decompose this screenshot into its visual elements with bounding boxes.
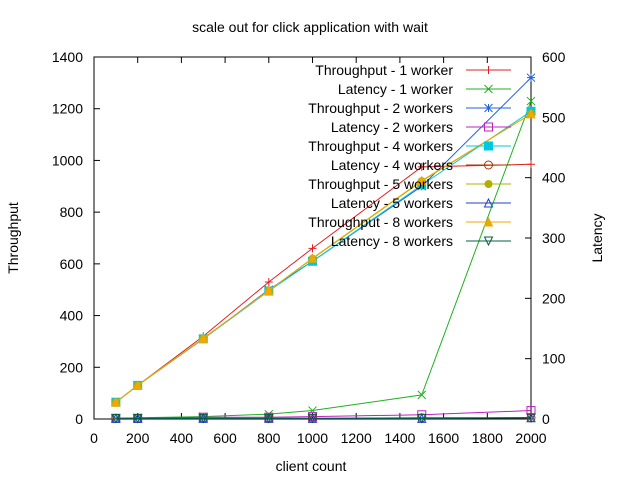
series-layer	[111, 73, 536, 424]
legend-item-throughput-4-workers: Throughput - 4 workers	[308, 138, 511, 154]
legend-label: Throughput - 5 workers	[308, 176, 453, 192]
legend-swatch-marker	[483, 197, 494, 208]
x-tick-label: 600	[213, 430, 237, 446]
data-point-throughput-2-workers	[526, 73, 536, 83]
series-line-throughput-8-workers	[115, 113, 532, 403]
series-line-throughput-4-workers	[115, 110, 532, 403]
legend-swatch-marker	[484, 160, 493, 170]
data-point-throughput-8-workers	[307, 253, 318, 263]
data-point-throughput-8-workers	[132, 380, 143, 390]
data-point-latency-8-workers	[416, 413, 427, 424]
chart-title: scale out for click application with wai…	[192, 19, 428, 35]
legend-label: Throughput - 1 worker	[315, 62, 453, 78]
y2-tick-label: 0	[542, 411, 550, 427]
data-point-latency-8-workers	[132, 413, 143, 424]
legend: Throughput - 1 worker Latency - 1 worker T…	[308, 62, 511, 249]
series-throughput-1-worker	[111, 160, 535, 407]
y2-tick-label: 200	[542, 290, 566, 306]
x-tick-label: 1600	[428, 430, 459, 446]
legend-swatch-marker	[484, 180, 493, 188]
data-point-throughput-8-workers	[416, 175, 427, 186]
x-tick-label: 200	[126, 430, 150, 446]
y2-tick-label: 300	[542, 230, 566, 246]
data-point-latency-8-workers	[526, 413, 536, 423]
data-point-throughput-8-workers	[198, 333, 209, 343]
legend-swatch-marker	[484, 66, 493, 74]
data-point-throughput-1-worker	[417, 162, 426, 171]
data-point-latency-8-workers	[307, 413, 318, 424]
legend-label: Throughput - 2 workers	[308, 100, 453, 116]
legend-label: Latency - 8 workers	[331, 233, 453, 249]
y-axis-label: Throughput	[5, 202, 21, 274]
data-point-latency-8-workers	[263, 413, 274, 424]
data-point-throughput-1-worker	[527, 160, 535, 169]
x-tick-label: 1800	[472, 430, 503, 446]
y-tick-label: 800	[60, 204, 84, 220]
y-tick-label: 400	[60, 308, 84, 324]
legend-item-latency-2-workers: Latency - 2 workers	[331, 119, 511, 135]
y2-tick-label: 100	[542, 351, 566, 367]
data-point-latency-1-worker	[417, 390, 427, 400]
series-line-latency-8-workers	[115, 417, 532, 419]
legend-label: Throughput - 8 workers	[308, 214, 453, 230]
series-latency-8-workers	[111, 413, 536, 424]
legend-item-latency-4-workers: Latency - 4 workers	[331, 157, 511, 173]
series-line-latency-2-workers	[115, 410, 532, 419]
legend-label: Latency - 4 workers	[331, 157, 453, 173]
legend-label: Latency - 2 workers	[331, 119, 453, 135]
y-tick-label: 1400	[52, 49, 83, 65]
x-tick-label: 1000	[297, 430, 328, 446]
legend-item-throughput-2-workers: Throughput - 2 workers	[308, 100, 511, 116]
legend-item-throughput-5-workers: Throughput - 5 workers	[308, 176, 511, 192]
legend-swatch-marker	[484, 122, 493, 132]
x-tick-label: 1200	[341, 430, 372, 446]
x-tick-label: 400	[170, 430, 194, 446]
series-throughput-5-workers	[111, 109, 535, 407]
y-axis-ticks: 0 200 400 600 800 1000 1200 1400	[52, 49, 100, 427]
data-point-latency-1-worker	[526, 96, 536, 106]
y-tick-label: 1200	[52, 101, 83, 117]
data-point-throughput-8-workers	[111, 397, 121, 407]
data-point-throughput-8-workers	[526, 108, 536, 119]
data-point-latency-8-workers	[111, 413, 121, 424]
legend-item-throughput-1-worker: Throughput - 1 worker	[315, 62, 511, 78]
legend-swatch-marker	[484, 141, 493, 151]
y2-tick-label: 500	[542, 109, 566, 125]
x-tick-label: 1400	[384, 430, 415, 446]
legend-swatch-marker	[484, 103, 493, 113]
data-point-throughput-8-workers	[263, 285, 274, 295]
legend-item-latency-8-workers: Latency - 8 workers	[331, 233, 511, 249]
x-axis-label: client count	[276, 458, 347, 474]
y-tick-label: 600	[60, 256, 84, 272]
legend-label: Latency - 1 worker	[338, 81, 453, 97]
series-line-throughput-1-worker	[115, 163, 532, 403]
series-line-throughput-5-workers	[115, 113, 532, 403]
x-tick-label: 2000	[515, 430, 546, 446]
legend-swatch-marker	[484, 84, 493, 94]
y2-tick-label: 600	[542, 49, 566, 65]
legend-swatch-marker	[483, 216, 494, 227]
x-tick-label: 0	[90, 430, 98, 446]
series-throughput-8-workers	[111, 108, 536, 407]
legend-item-throughput-8-workers: Throughput - 8 workers	[308, 214, 511, 230]
y-tick-label: 1000	[52, 152, 83, 168]
legend-label: Throughput - 4 workers	[308, 138, 453, 154]
data-point-latency-8-workers	[198, 413, 209, 424]
y-tick-label: 200	[60, 359, 84, 375]
legend-label: Latency - 5 workers	[331, 195, 453, 211]
legend-item-latency-5-workers: Latency - 5 workers	[331, 195, 511, 211]
legend-swatch-marker	[483, 236, 494, 247]
y-tick-label: 0	[75, 411, 83, 427]
x-axis-ticks: 0 200 400 600 800 1000 1200 1400 1600 1800 2000	[90, 57, 547, 446]
y2-tick-label: 400	[542, 170, 566, 186]
data-point-latency-1-worker	[308, 406, 317, 415]
data-point-throughput-1-worker	[308, 244, 317, 253]
legend-item-latency-1-worker: Latency - 1 worker	[338, 81, 511, 97]
data-point-throughput-1-worker	[264, 277, 273, 286]
y2-axis-label: Latency	[589, 213, 605, 262]
y2-axis-ticks: 0 100 200 300 400 500 600	[525, 49, 566, 427]
x-tick-label: 800	[257, 430, 281, 446]
